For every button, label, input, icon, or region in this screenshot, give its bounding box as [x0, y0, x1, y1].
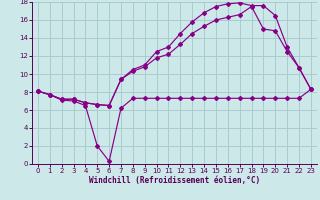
X-axis label: Windchill (Refroidissement éolien,°C): Windchill (Refroidissement éolien,°C) [89, 176, 260, 185]
